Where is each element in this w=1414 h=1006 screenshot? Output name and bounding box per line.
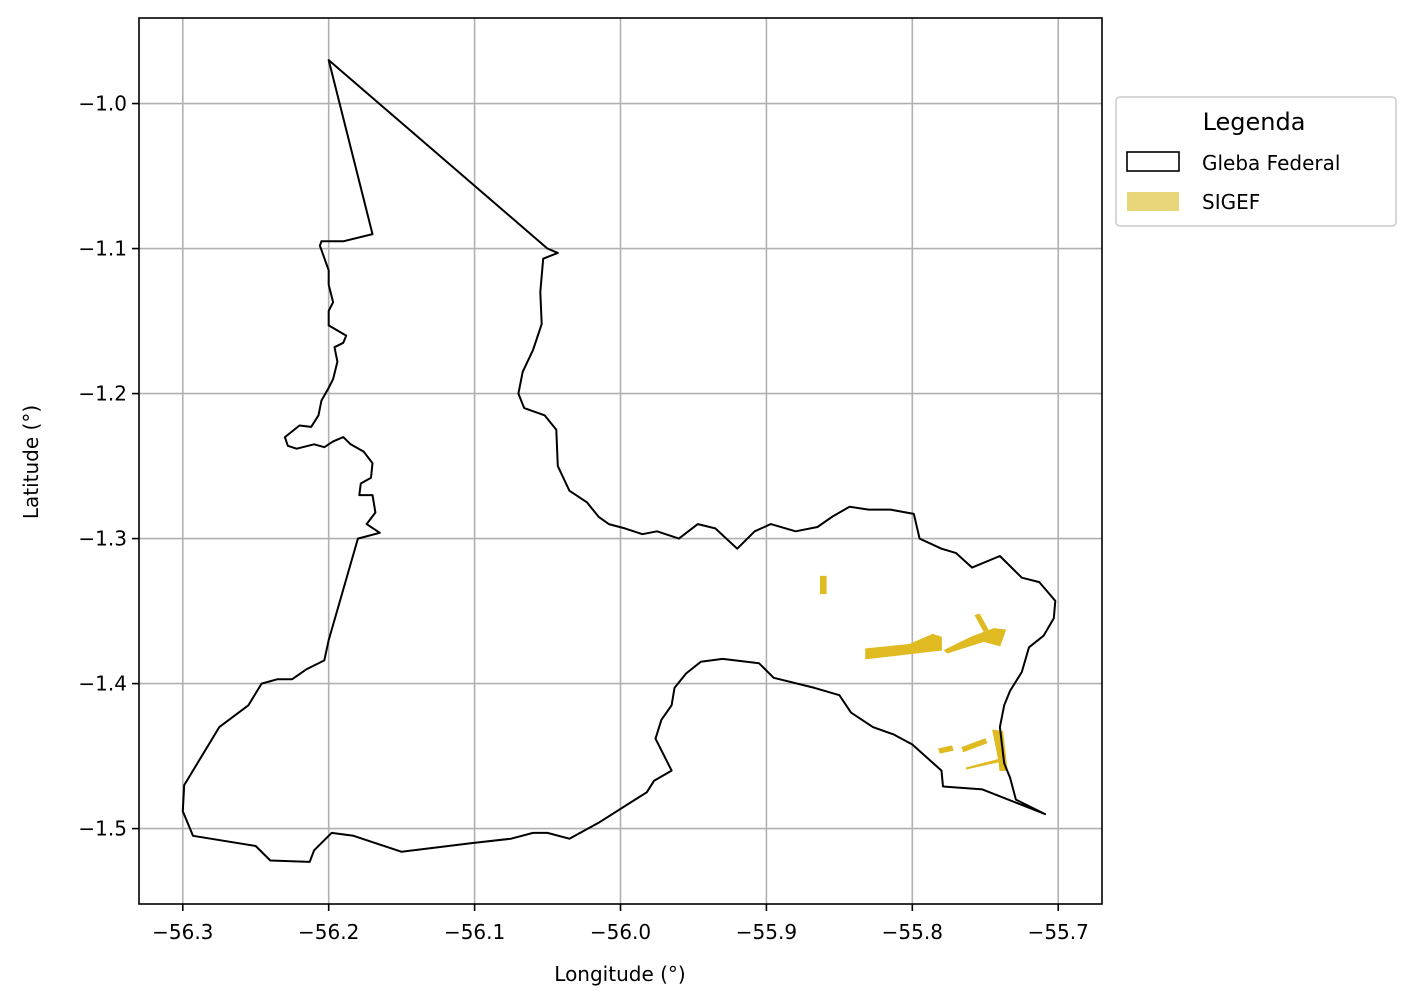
y-tick-label: −1.3: [78, 527, 127, 551]
y-tick-label: −1.0: [78, 92, 127, 116]
x-tick-label: −56.0: [590, 920, 651, 944]
sigef-parcel: [943, 628, 1007, 654]
x-axis-ticks: −56.3 −56.2 −56.1 −56.0 −55.9 −55.8 −55.7: [152, 904, 1089, 944]
x-tick-label: −55.9: [736, 920, 797, 944]
sigef-parcel: [865, 633, 942, 660]
gleba-federal-boundary: [181, 59, 1057, 863]
grid-lines: [139, 18, 1102, 904]
x-tick-label: −55.8: [882, 920, 943, 944]
x-axis-label: Longitude (°): [554, 962, 685, 986]
legend-swatch-gleba-federal: [1126, 151, 1180, 172]
sigef-parcel: [974, 613, 989, 632]
x-tick-label: −56.3: [152, 920, 213, 944]
legend-label-gleba-federal: Gleba Federal: [1202, 151, 1340, 175]
y-tick-label: −1.1: [78, 237, 127, 261]
sigef-parcel: [820, 575, 827, 595]
legend-title: Legenda: [1203, 108, 1306, 136]
x-tick-label: −56.2: [298, 920, 359, 944]
legend-swatch-sigef: [1127, 192, 1179, 211]
sigef-parcel: [961, 738, 988, 753]
sigef-layer: [820, 575, 1008, 771]
legend-box: [1115, 96, 1397, 227]
y-tick-label: −1.2: [78, 382, 127, 406]
y-tick-label: −1.4: [78, 672, 127, 696]
legend-label-sigef: SIGEF: [1202, 190, 1260, 214]
legend: Legenda Gleba Federal SIGEF: [1115, 96, 1397, 227]
x-tick-label: −56.1: [444, 920, 505, 944]
y-tick-label: −1.5: [78, 817, 127, 841]
y-axis-ticks: −1.0 −1.1 −1.2 −1.3 −1.4 −1.5: [78, 92, 139, 841]
sigef-parcel: [965, 758, 1001, 770]
y-axis-label: Latitude (°): [19, 405, 43, 519]
sigef-parcel: [938, 745, 954, 754]
x-tick-label: −55.7: [1028, 920, 1089, 944]
